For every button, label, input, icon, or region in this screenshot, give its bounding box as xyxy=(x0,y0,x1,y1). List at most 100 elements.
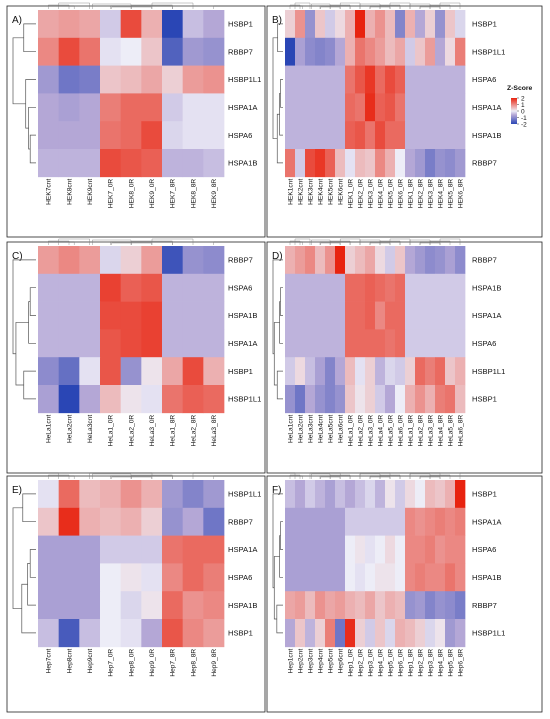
heatmap-cell xyxy=(405,93,416,122)
row-label: HSBP1 xyxy=(228,367,253,376)
heatmap-cell xyxy=(385,10,396,39)
heatmap-cell xyxy=(425,535,436,564)
heatmap-cell xyxy=(120,246,142,275)
heatmap-cell xyxy=(141,149,163,178)
heatmap-cell xyxy=(385,37,396,66)
heatmap-cell xyxy=(120,385,142,414)
heatmap-cell xyxy=(305,385,316,414)
heatmap-cell xyxy=(405,301,416,330)
panel-label: B) xyxy=(272,15,282,26)
heatmap-panel-c: C) RBBP7 HSPA6 HSPA1B HSPA1A HSBP1 HSBP1L1 HeLa… xyxy=(6,238,266,474)
heatmap-cell xyxy=(345,507,356,536)
legend-title: Z-Score xyxy=(507,85,533,92)
heatmap-cell xyxy=(162,329,184,358)
heatmap-cell xyxy=(79,591,101,620)
heatmap-cell xyxy=(325,329,336,358)
heatmap-cell xyxy=(385,619,396,648)
column-dendrogram-branch xyxy=(311,473,331,479)
heatmap-cell xyxy=(455,246,466,275)
heatmap-cell xyxy=(385,246,396,275)
heatmap-cell xyxy=(38,619,60,648)
heatmap-cell xyxy=(425,563,436,592)
heatmap-cell xyxy=(305,535,316,564)
heatmap-cell xyxy=(365,149,376,178)
heatmap-cell xyxy=(182,301,204,330)
heatmap-panel-b: B) HSBP1 HSBP1L1 HSPA6 HSPA1A HSPA1B RBBP7 HEK1… xyxy=(266,2,543,238)
heatmap-cell xyxy=(355,301,366,330)
heatmap-cell xyxy=(141,246,163,275)
column-label: Hep3cnt xyxy=(307,649,314,674)
heatmap-cell xyxy=(162,385,184,414)
heatmap-cell xyxy=(435,93,446,122)
row-label: HSBP1L1 xyxy=(472,47,505,56)
heatmap-cell xyxy=(405,480,416,509)
column-label: HeLa6_0R xyxy=(397,415,404,447)
dendrogram-branch xyxy=(272,493,283,589)
heatmap-cell xyxy=(365,563,376,592)
column-label: Hep8cnt xyxy=(66,649,73,674)
heatmap-cell xyxy=(100,385,122,414)
heatmap-cell xyxy=(445,149,456,178)
heatmap-cell xyxy=(325,273,336,302)
heatmap-cell xyxy=(345,480,356,509)
heatmap-cell xyxy=(375,619,386,648)
heatmap-cell xyxy=(295,591,306,620)
heatmap-cell xyxy=(295,507,306,536)
heatmap-cell xyxy=(435,563,446,592)
heatmap-cell xyxy=(345,385,356,414)
heatmap-cell xyxy=(345,65,356,94)
column-label: HeLa1cnt xyxy=(46,415,53,443)
heatmap-cell xyxy=(315,301,326,330)
heatmap-cell xyxy=(120,121,142,150)
column-label: HEK3_0R xyxy=(367,179,374,209)
heatmap-cell xyxy=(100,10,122,39)
heatmap-cell xyxy=(79,385,101,414)
heatmap-cell xyxy=(335,37,346,66)
column-label: HEK6_8R xyxy=(457,179,464,209)
heatmap-cell xyxy=(285,480,296,509)
column-label: HEK5cnt xyxy=(327,179,334,205)
column-label: Hep2_0R xyxy=(357,649,364,677)
heatmap-cell xyxy=(285,93,296,122)
column-label: HEK7cnt xyxy=(46,179,53,205)
heatmap-cell xyxy=(355,535,366,564)
heatmap-cell xyxy=(455,149,466,178)
heatmap-cell xyxy=(285,563,296,592)
heatmap-cell xyxy=(425,480,436,509)
heatmap-cell xyxy=(162,121,184,150)
heatmap-cell xyxy=(285,121,296,150)
column-label: HeLa5_0R xyxy=(387,415,394,447)
column-label: HeLa2_0R xyxy=(357,415,364,447)
heatmap-cell xyxy=(325,149,336,178)
column-dendrogram-branch xyxy=(172,5,214,9)
heatmap-cell xyxy=(100,149,122,178)
heatmap-cell xyxy=(355,619,366,648)
column-label: HEK1_0R xyxy=(347,179,354,209)
column-dendrogram-branch xyxy=(311,3,331,9)
row-label: HSBP1 xyxy=(472,20,497,29)
heatmap-cell xyxy=(335,93,346,122)
heatmap-cell xyxy=(182,507,204,536)
heatmap-cell xyxy=(305,149,316,178)
heatmap-cell xyxy=(345,246,356,275)
heatmap-cell xyxy=(285,273,296,302)
legend-tick-label: 1 xyxy=(521,102,525,109)
heatmap-cell xyxy=(345,301,356,330)
dendrogram-branch xyxy=(12,507,23,609)
heatmap-cell xyxy=(58,329,80,358)
heatmap-cell xyxy=(335,149,346,178)
column-label: HeLa2_0R xyxy=(128,415,135,447)
heatmap-cell xyxy=(100,357,122,386)
heatmap-cell xyxy=(345,357,356,386)
heatmap-cell xyxy=(375,329,386,358)
heatmap-cell xyxy=(120,357,142,386)
heatmap-cell xyxy=(335,507,346,536)
heatmap-cell xyxy=(325,301,336,330)
heatmap-cell xyxy=(162,301,184,330)
panel-frame xyxy=(6,5,266,238)
heatmap-cell xyxy=(415,121,426,150)
heatmap-cell xyxy=(405,535,416,564)
heatmap-cell xyxy=(325,563,336,592)
heatmap-cell xyxy=(79,10,101,39)
column-label: HEK7_8R xyxy=(170,179,177,209)
